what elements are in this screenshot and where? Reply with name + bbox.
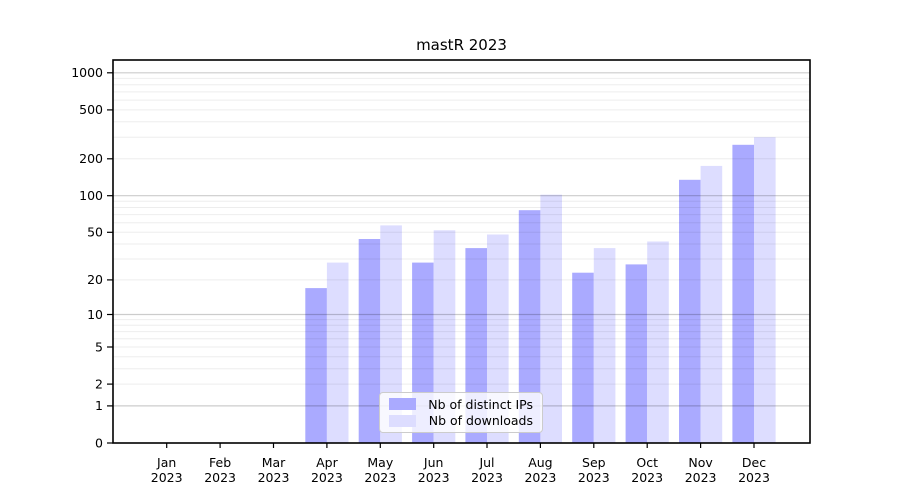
x-tick-label-year: 2023 (418, 470, 450, 485)
x-tick-label-month: Oct (636, 455, 658, 470)
y-tick-label: 1000 (71, 65, 103, 80)
bar-distinct-ips-aug (518, 210, 541, 443)
x-tick-label-month: Apr (316, 455, 338, 470)
bar-downloads-jun (433, 230, 456, 443)
bar-downloads-jul (487, 234, 509, 443)
y-tick-label: 10 (87, 307, 103, 322)
bar-distinct-ips-may (358, 239, 381, 443)
bar-downloads-aug (540, 194, 562, 443)
x-tick-label-month: Jul (478, 455, 494, 470)
bar-distinct-ips-nov (679, 179, 701, 444)
bar-downloads-dec (754, 137, 776, 443)
x-tick-label-month: Dec (742, 455, 766, 470)
x-tick-label-month: Feb (209, 455, 231, 470)
x-tick-label-year: 2023 (151, 470, 183, 485)
y-tick-label: 200 (79, 151, 103, 166)
legend-item-distinct-ips: Nb of distinct IPs (389, 397, 533, 412)
bar-downloads-may (380, 225, 402, 443)
x-tick-label-year: 2023 (471, 470, 503, 485)
legend-swatch-distinct-ips (389, 398, 416, 411)
bar-distinct-ips-oct (625, 264, 648, 443)
legend-item-downloads: Nb of downloads (389, 413, 533, 428)
x-tick-label-month: Aug (528, 455, 552, 470)
y-tick-label: 100 (79, 188, 103, 203)
x-tick-label-year: 2023 (204, 470, 236, 485)
chart-title: mastR 2023 (416, 36, 507, 54)
x-tick-label-month: Jun (423, 455, 444, 470)
x-tick-label-month: Sep (582, 455, 606, 470)
bar-downloads-oct (647, 241, 669, 443)
y-tick-label: 2 (95, 376, 103, 391)
x-tick-label-year: 2023 (311, 470, 343, 485)
legend-label-distinct-ips: Nb of distinct IPs (428, 396, 533, 412)
x-tick-label-year: 2023 (524, 470, 556, 485)
bar-downloads-apr (326, 262, 349, 443)
bar-downloads-nov (700, 165, 723, 443)
y-tick-label: 500 (79, 102, 103, 117)
legend-swatch-downloads (389, 414, 416, 427)
x-tick-label-year: 2023 (258, 470, 290, 485)
y-tick-label: 50 (87, 225, 103, 240)
x-tick-label-year: 2023 (578, 470, 610, 485)
x-tick-label-year: 2023 (738, 470, 770, 485)
x-tick-label-month: Mar (262, 455, 286, 470)
legend: Nb of distinct IPs Nb of downloads (379, 392, 543, 433)
bar-distinct-ips-apr (305, 288, 327, 443)
x-tick-label-year: 2023 (631, 470, 663, 485)
bar-downloads-sep (593, 248, 616, 443)
legend-label-downloads: Nb of downloads (428, 413, 533, 429)
plot-frame (112, 59, 811, 444)
bar-distinct-ips-dec (732, 144, 754, 444)
y-tick-label: 5 (95, 339, 103, 354)
x-tick-label-month: Nov (688, 455, 713, 470)
y-tick-label: 20 (87, 272, 103, 287)
x-tick-label-month: May (367, 455, 393, 470)
y-tick-label: 0 (95, 435, 103, 450)
x-tick-label-year: 2023 (685, 470, 717, 485)
y-tick-label: 1 (95, 398, 103, 413)
x-tick-label-year: 2023 (364, 470, 396, 485)
x-tick-label-month: Jan (156, 455, 176, 470)
bar-distinct-ips-sep (572, 272, 594, 443)
